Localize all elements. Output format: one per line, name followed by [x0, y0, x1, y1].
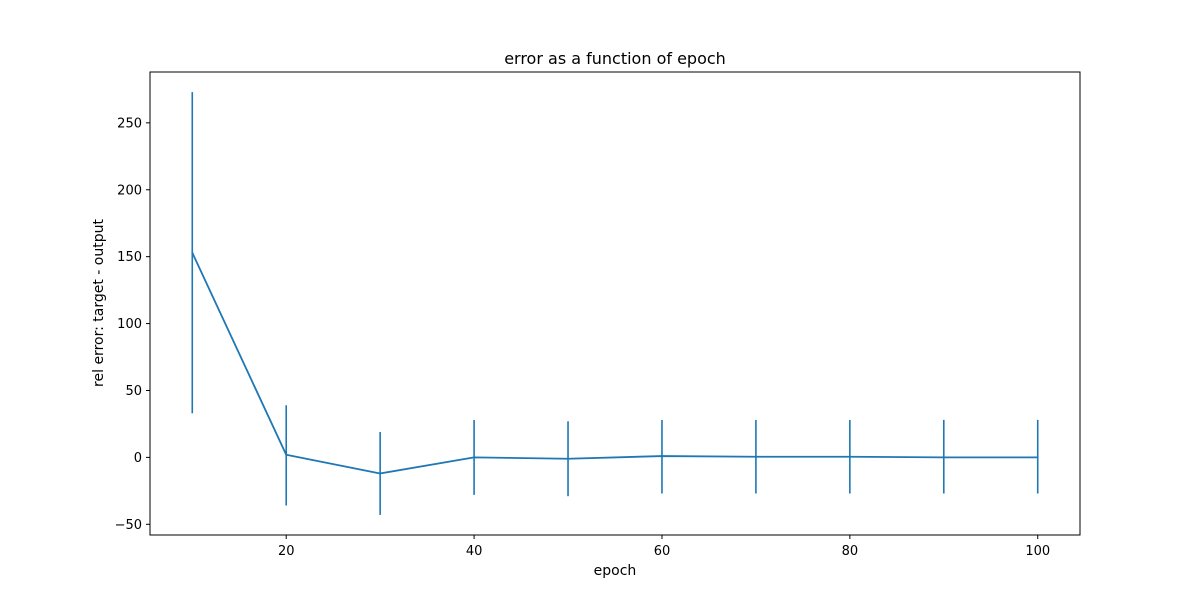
x-tick-label: 20: [278, 544, 295, 559]
y-tick-label: −50: [115, 518, 142, 533]
data-point: [661, 455, 663, 457]
data-point: [567, 457, 569, 460]
y-axis: −50 0 50 100 150 200 250: [115, 116, 150, 533]
data-point: [379, 472, 382, 475]
y-tick-label: 150: [117, 250, 142, 265]
data-point: [473, 456, 475, 459]
series-line: [191, 252, 1038, 475]
x-tick-label: 80: [842, 544, 859, 559]
y-tick-label: 200: [117, 183, 142, 198]
data-point: [191, 251, 194, 254]
x-tick-label: 100: [1025, 544, 1050, 559]
y-tick-label: 250: [117, 116, 142, 131]
chart-title: error as a function of epoch: [504, 49, 726, 68]
plot-frame: [149, 71, 1081, 536]
y-axis-label: rel error: target - output: [91, 219, 107, 387]
data-point: [285, 453, 288, 456]
data-point: [848, 455, 851, 458]
x-tick-label: 60: [654, 544, 671, 559]
data-point: [755, 455, 757, 458]
x-axis-label: epoch: [594, 563, 637, 579]
x-tick-label: 40: [466, 544, 483, 559]
x-axis: 20 40 60 80 100: [278, 535, 1050, 559]
y-tick-label: 100: [117, 317, 142, 332]
plot-layer: [191, 92, 1039, 515]
y-tick-label: 0: [134, 451, 142, 466]
data-point: [1036, 456, 1039, 459]
data-point: [942, 456, 945, 459]
y-tick-label: 50: [125, 384, 142, 399]
